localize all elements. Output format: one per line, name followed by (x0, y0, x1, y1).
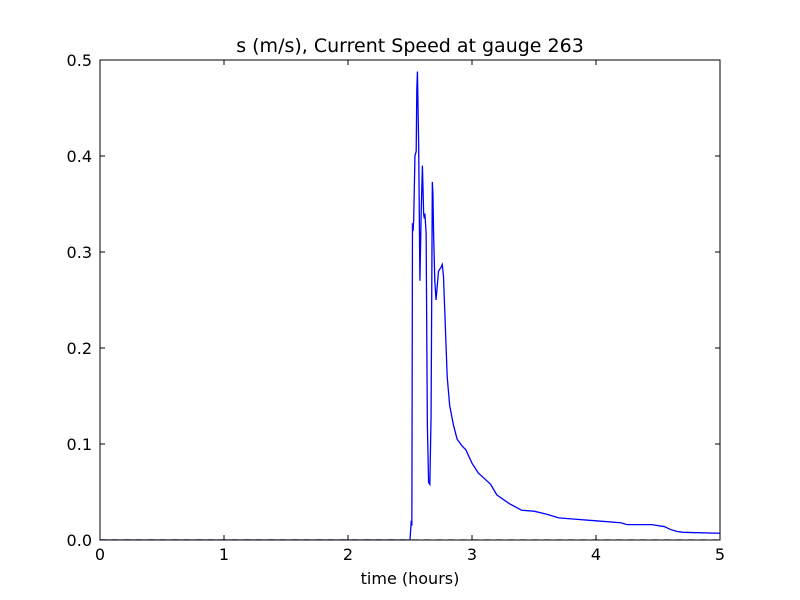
y-tick-label: 0.4 (67, 147, 92, 166)
y-axis-ticks: 0.0 0.1 0.2 0.3 0.4 0.5 (67, 51, 720, 550)
x-tick-label: 3 (467, 545, 477, 564)
x-tick-label: 1 (219, 545, 229, 564)
y-tick-label: 0.3 (67, 243, 92, 262)
y-tick-label: 0.0 (67, 531, 92, 550)
x-tick-label: 4 (591, 545, 601, 564)
x-tick-label: 5 (715, 545, 725, 564)
y-tick-label: 0.1 (67, 435, 92, 454)
x-tick-label: 0 (95, 545, 105, 564)
x-tick-label: 2 (343, 545, 353, 564)
chart-title: s (m/s), Current Speed at gauge 263 (236, 35, 584, 57)
x-axis-label: time (hours) (361, 569, 460, 588)
axes-frame (99, 59, 721, 541)
y-tick-label: 0.2 (67, 339, 92, 358)
series-line-current-speed (100, 71, 720, 540)
y-tick-label: 0.5 (67, 51, 92, 70)
plot-content (100, 71, 720, 540)
x-axis-ticks: 0 1 2 3 4 5 (95, 60, 725, 564)
